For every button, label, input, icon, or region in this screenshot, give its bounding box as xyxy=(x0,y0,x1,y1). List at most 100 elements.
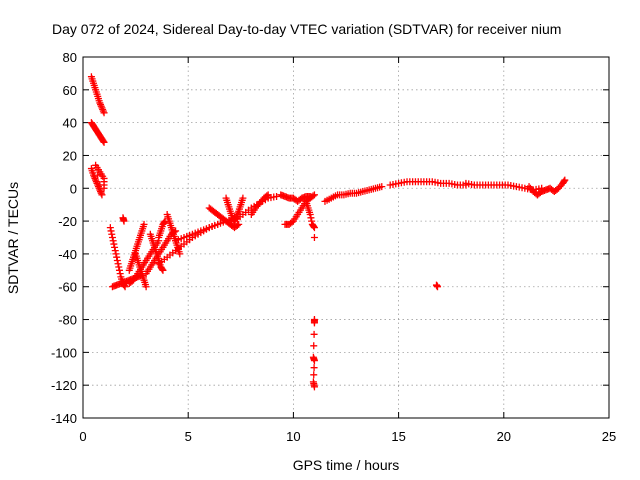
x-tick-label: 5 xyxy=(185,429,192,444)
grid-lines xyxy=(83,57,609,418)
series-arc-v xyxy=(302,197,318,232)
data-point xyxy=(99,137,107,145)
series-arc-w xyxy=(309,234,318,391)
data-point xyxy=(235,220,243,228)
series-arc-u xyxy=(277,191,314,205)
data-point xyxy=(112,250,120,258)
data-point xyxy=(310,330,318,338)
data-point xyxy=(92,178,100,186)
series-arc-ab xyxy=(525,183,541,199)
data-point xyxy=(308,217,316,225)
data-point xyxy=(97,101,105,109)
data-point xyxy=(310,234,318,241)
data-point xyxy=(159,266,167,274)
data-point xyxy=(176,250,184,258)
y-tick-label: -100 xyxy=(51,345,77,360)
data-point xyxy=(99,106,107,114)
series-arc-a xyxy=(87,73,108,117)
data-point xyxy=(561,176,569,184)
y-tick-label: -120 xyxy=(51,378,77,393)
series-arc-f xyxy=(119,214,128,225)
data-point xyxy=(263,192,271,200)
y-tick-label: 40 xyxy=(63,116,77,131)
data-point xyxy=(100,138,108,146)
series-arc-d xyxy=(106,224,129,291)
data-point xyxy=(233,221,241,229)
data-point xyxy=(158,265,166,273)
data-point xyxy=(115,263,123,271)
y-tick-label: -20 xyxy=(58,214,77,229)
series-arc-e xyxy=(108,271,146,291)
y-tick-label: 60 xyxy=(63,83,77,98)
x-tick-label: 0 xyxy=(79,429,86,444)
data-point xyxy=(115,266,123,274)
data-point xyxy=(234,209,242,217)
x-tick-label: 10 xyxy=(286,429,300,444)
x-axis-label: GPS time / hours xyxy=(293,457,400,473)
data-point xyxy=(239,194,247,202)
data-point xyxy=(90,173,98,181)
data-point xyxy=(100,109,108,117)
data-point xyxy=(306,211,314,219)
y-tick-label: -40 xyxy=(58,247,77,262)
data-point xyxy=(111,247,119,255)
data-point xyxy=(378,183,386,191)
data-point xyxy=(116,270,124,278)
series-arc-k xyxy=(146,230,167,274)
data-point xyxy=(113,253,121,261)
data-point xyxy=(532,190,540,198)
data-point xyxy=(120,217,128,225)
series-arc-s xyxy=(247,191,272,219)
data-point xyxy=(107,227,115,235)
y-tick-label: 80 xyxy=(63,50,77,65)
series-arc-ac xyxy=(432,281,442,291)
data-point xyxy=(306,192,314,200)
data-point xyxy=(560,177,568,185)
chart-title: Day 072 of 2024, Sidereal Day-to-day VTE… xyxy=(52,21,561,37)
data-point xyxy=(434,283,442,291)
y-axis-label: SDTVAR / TECUs xyxy=(5,182,21,294)
data-point xyxy=(97,102,105,110)
data-point xyxy=(106,224,114,232)
data-point xyxy=(94,183,102,191)
data-point xyxy=(142,283,150,291)
series-arc-p xyxy=(205,204,243,232)
y-tick-label: 20 xyxy=(63,148,77,163)
data-point xyxy=(533,191,541,199)
data-point xyxy=(310,319,318,327)
data-point xyxy=(273,192,281,200)
x-tick-label: 20 xyxy=(497,429,511,444)
data-point xyxy=(114,260,122,268)
data-point xyxy=(310,223,318,231)
data-point xyxy=(140,220,148,228)
data-point xyxy=(97,188,105,196)
data-point xyxy=(307,214,315,222)
data-point xyxy=(108,230,116,238)
data-point xyxy=(108,234,116,241)
series-arc-y xyxy=(386,178,470,189)
series-arc-l xyxy=(155,217,169,241)
series-arc-c xyxy=(87,161,108,199)
data-point xyxy=(110,240,118,248)
data-point xyxy=(96,99,104,107)
y-tick-label: -60 xyxy=(58,280,77,295)
data-point xyxy=(310,191,318,199)
data-point xyxy=(232,214,240,222)
series-arc-x xyxy=(321,183,386,205)
data-point xyxy=(111,243,119,251)
data-point xyxy=(310,364,318,372)
series-arc-b xyxy=(87,119,108,146)
data-point xyxy=(97,189,105,197)
x-tick-label: 25 xyxy=(602,429,616,444)
data-point xyxy=(113,256,121,264)
y-tick-label: 0 xyxy=(70,181,77,196)
data-point xyxy=(310,342,318,350)
y-tick-label: -140 xyxy=(51,411,77,426)
data-point xyxy=(310,371,318,379)
data-point xyxy=(310,224,318,232)
data-point xyxy=(109,237,117,245)
data-point xyxy=(98,104,106,112)
data-point xyxy=(98,191,106,199)
